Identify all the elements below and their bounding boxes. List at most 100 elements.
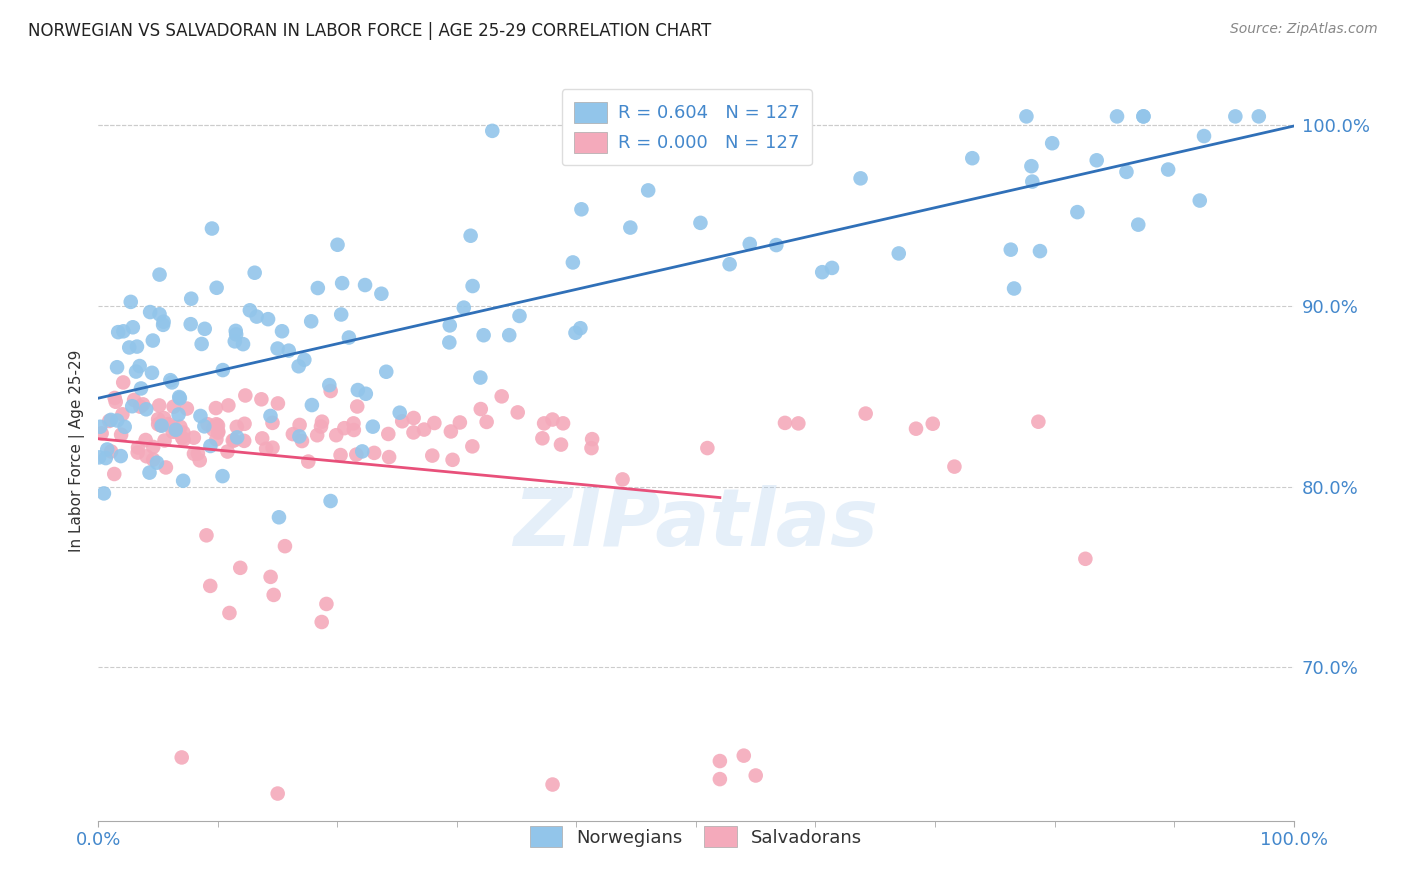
- Point: [224, 334, 246, 349]
- Point: [165, 425, 187, 439]
- Point: [195, 528, 218, 542]
- Point: [287, 359, 309, 374]
- Point: [1029, 244, 1052, 259]
- Point: [259, 570, 281, 584]
- Point: [89, 419, 111, 434]
- Point: [1085, 153, 1108, 168]
- Point: [491, 389, 513, 403]
- Point: [1128, 218, 1150, 232]
- Point: [402, 425, 425, 440]
- Point: [337, 330, 360, 344]
- Point: [301, 398, 323, 412]
- Point: [146, 456, 169, 470]
- Point: [94, 451, 117, 466]
- Point: [167, 390, 190, 404]
- Point: [162, 400, 184, 414]
- Point: [222, 434, 245, 448]
- Point: [90, 426, 112, 441]
- Point: [188, 453, 211, 467]
- Point: [581, 441, 603, 455]
- Point: [1247, 109, 1270, 123]
- Point: [162, 425, 184, 439]
- Point: [388, 406, 411, 420]
- Point: [533, 417, 555, 431]
- Point: [1105, 109, 1128, 123]
- Point: [849, 171, 872, 186]
- Point: [225, 324, 247, 338]
- Point: [352, 444, 374, 458]
- Point: [342, 417, 364, 431]
- Point: [569, 321, 592, 335]
- Point: [1115, 165, 1137, 179]
- Point: [157, 417, 180, 431]
- Point: [110, 449, 132, 463]
- Point: [905, 422, 928, 436]
- Point: [821, 260, 844, 275]
- Point: [550, 437, 572, 451]
- Point: [439, 318, 461, 333]
- Point: [205, 433, 228, 447]
- Point: [262, 441, 284, 455]
- Point: [211, 469, 233, 483]
- Point: [326, 237, 349, 252]
- Point: [146, 417, 169, 432]
- Point: [148, 268, 170, 282]
- Point: [233, 388, 256, 402]
- Point: [132, 397, 155, 411]
- Point: [346, 400, 368, 414]
- Point: [183, 447, 205, 461]
- Point: [354, 278, 377, 293]
- Point: [100, 413, 122, 427]
- Point: [103, 467, 125, 481]
- Point: [207, 418, 229, 433]
- Point: [233, 434, 256, 448]
- Point: [508, 309, 530, 323]
- Point: [139, 305, 162, 319]
- Point: [104, 394, 127, 409]
- Point: [217, 398, 239, 412]
- Point: [1021, 159, 1043, 173]
- Y-axis label: In Labor Force | Age 25-29: In Labor Force | Age 25-29: [69, 350, 84, 551]
- Point: [121, 399, 143, 413]
- Point: [506, 405, 529, 419]
- Point: [855, 407, 877, 421]
- Point: [439, 335, 461, 350]
- Point: [205, 417, 228, 432]
- Point: [619, 220, 641, 235]
- Point: [153, 434, 176, 448]
- Point: [127, 441, 149, 455]
- Point: [319, 384, 342, 398]
- Point: [765, 238, 787, 252]
- Point: [311, 615, 333, 629]
- Point: [423, 416, 446, 430]
- Point: [709, 772, 731, 786]
- Point: [311, 415, 333, 429]
- Point: [571, 202, 593, 217]
- Point: [696, 441, 718, 455]
- Point: [112, 324, 135, 338]
- Point: [167, 408, 190, 422]
- Point: [461, 279, 484, 293]
- Text: ZIPatlas: ZIPatlas: [513, 485, 879, 564]
- Point: [183, 431, 205, 445]
- Point: [172, 474, 194, 488]
- Point: [218, 606, 240, 620]
- Point: [391, 414, 413, 428]
- Point: [98, 414, 121, 428]
- Point: [420, 449, 443, 463]
- Point: [121, 320, 143, 334]
- Point: [152, 315, 174, 329]
- Text: NORWEGIAN VS SALVADORAN IN LABOR FORCE | AGE 25-29 CORRELATION CHART: NORWEGIAN VS SALVADORAN IN LABOR FORCE |…: [28, 22, 711, 40]
- Point: [146, 412, 169, 426]
- Point: [180, 317, 202, 331]
- Point: [347, 383, 370, 397]
- Point: [152, 318, 174, 332]
- Point: [93, 486, 115, 500]
- Point: [142, 440, 165, 454]
- Point: [745, 768, 768, 782]
- Point: [1021, 175, 1043, 189]
- Point: [250, 431, 273, 445]
- Point: [169, 392, 191, 406]
- Point: [274, 539, 297, 553]
- Point: [498, 328, 520, 343]
